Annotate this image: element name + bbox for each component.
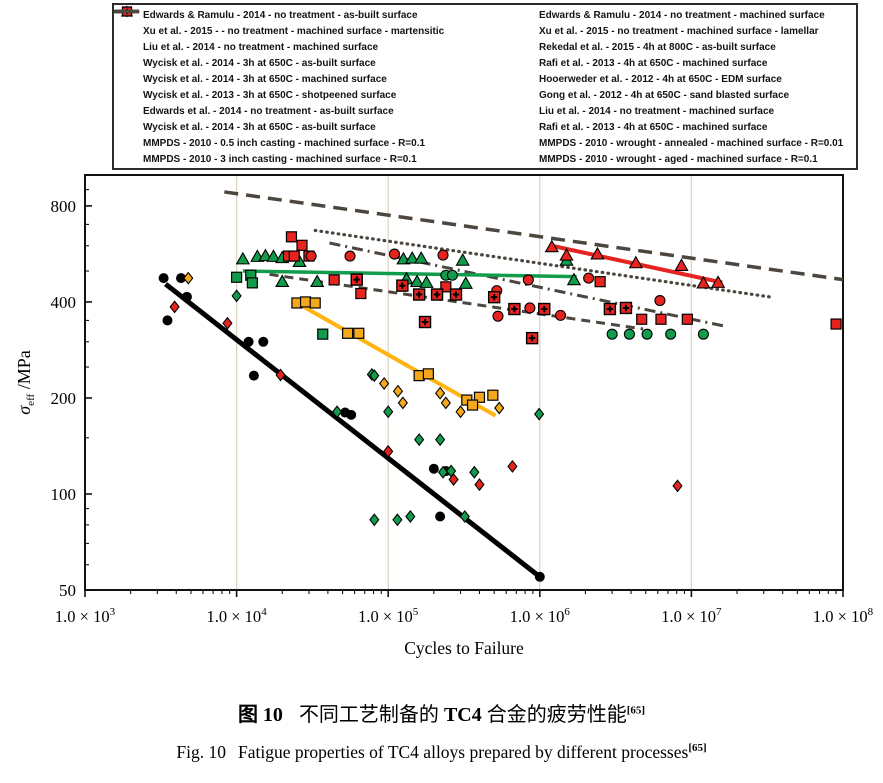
- caption-zh-text: 不同工艺制备的: [298, 704, 444, 726]
- legend-item: Liu et al. - 2014 - no treatment - machi…: [116, 5, 512, 55]
- caption-en-text: Fatigue properties of TC4 alloys prepare…: [237, 742, 689, 762]
- x-axis: 1.0 × 103 1.0 × 104 1.0 × 105 1.0 × 106 1.0 …: [55, 590, 874, 626]
- legend-item: Xu et al. - 2015 - no treatment - machin…: [122, 6, 856, 39]
- y-axis-title: σeff /MPa: [14, 350, 37, 414]
- legend-item-label: Hooerweder et al. - 2012 - 4h at 650C - …: [539, 73, 782, 85]
- legend-item-label: MMPDS - 2010 - wrought - annealed - mach…: [539, 138, 844, 150]
- legend-item-label: Wycisk et al. - 2014 - 3h at 650C - as-b…: [143, 57, 376, 69]
- svg-text:1.0 × 106: 1.0 × 106: [510, 606, 571, 626]
- caption-en: Fig. 10 Fatigue properties of TC4 alloys …: [0, 742, 883, 763]
- legend-item-label: Edwards & Ramulu - 2014 - no treatment -…: [143, 9, 418, 21]
- legend-item: Wycisk et al. - 2013 - 3h at 650C - shot…: [116, 6, 512, 103]
- series-diamond: [231, 289, 545, 527]
- x-axis-title: Cycles to Failure: [404, 638, 524, 658]
- legend-item: Edwards & Ramulu - 2014 - no treatment -…: [122, 5, 856, 23]
- svg-text:400: 400: [51, 293, 77, 312]
- trend-line: [242, 269, 577, 279]
- legend-item: Liu et al. - 2014 - no treatment - machi…: [115, 9, 856, 120]
- legend-item-label: Rafi et al. - 2013 - 4h at 650C - machin…: [539, 122, 768, 134]
- legend-item: Wycisk et al. - 2014 - 3h at 650C - as-b…: [116, 6, 512, 71]
- legend-item-label: Liu et al. - 2014 - no treatment - machi…: [143, 41, 379, 53]
- legend-item: Rekedal et al. - 2015 - 4h at 800C - as-…: [122, 5, 856, 55]
- legend-item: MMPDS - 2010 - wrought - aged - machined…: [115, 9, 856, 168]
- plot-frame: [84, 174, 844, 591]
- legend-item: MMPDS - 2010 - 3 inch casting - machined…: [115, 9, 512, 168]
- legend-item-label: Xu et al. - 2015 - no treatment - machin…: [539, 25, 819, 37]
- legend-item-label: Wycisk et al. - 2013 - 3h at 650C - shot…: [143, 90, 397, 102]
- legend-item-label: Wycisk et al. - 2014 - 3h at 650C - as-b…: [143, 122, 376, 134]
- svg-text:1.0 × 108: 1.0 × 108: [813, 606, 874, 626]
- legend-item: Rafi et al. - 2013 - 4h at 650C - machin…: [115, 9, 856, 136]
- legend-item-label: Edwards & Ramulu - 2014 - no treatment -…: [539, 9, 825, 21]
- series-square: [282, 231, 842, 330]
- svg-text:1.0 × 107: 1.0 × 107: [661, 606, 722, 626]
- axis-titles: Cycles to Failure σeff /MPa: [14, 350, 524, 658]
- trend-line: [224, 190, 844, 282]
- chart-legend: Edwards & Ramulu - 2014 - no treatment -…: [112, 3, 858, 170]
- svg-text:800: 800: [51, 197, 77, 216]
- series-square: [291, 296, 499, 411]
- legend-item-label: Xu et al. - 2015 - - no treatment - mach…: [143, 25, 445, 37]
- svg-text:200: 200: [51, 389, 77, 408]
- figure-number-en: Fig. 10: [176, 742, 226, 762]
- legend-item-label: Liu et al. - 2014 - no treatment - machi…: [539, 106, 775, 118]
- series-diamond: [183, 271, 505, 419]
- legend-item-label: Wycisk et al. - 2014 - 3h at 650C - mach…: [143, 73, 387, 85]
- legend-item-label: MMPDS - 2010 - 3 inch casting - machined…: [143, 154, 417, 166]
- legend-item: Edwards et al. - 2014 - no treatment - a…: [115, 9, 512, 120]
- legend-item-label: Edwards et al. - 2014 - no treatment - a…: [143, 106, 394, 118]
- legend-item-label: Gong et al. - 2012 - 4h at 650C - sand b…: [539, 90, 790, 102]
- legend-item-label: MMPDS - 2010 - wrought - aged - machined…: [539, 154, 818, 166]
- legend-item-label: MMPDS - 2010 - 0.5 inch casting - machin…: [143, 138, 426, 150]
- legend-column-right: Edwards & Ramulu - 2014 - no treatment -…: [114, 5, 856, 168]
- svg-text:1.0 × 104: 1.0 × 104: [207, 606, 268, 626]
- series-circle: [440, 269, 709, 340]
- legend-item: Wycisk et al. - 2014 - 3h at 650C - as-b…: [115, 9, 512, 136]
- figure-number-zh: 图 10: [237, 704, 283, 726]
- legend-item: Xu et al. - 2015 - - no treatment - mach…: [116, 6, 512, 39]
- svg-text:50: 50: [59, 581, 76, 600]
- legend-item-label: Rafi et al. - 2013 - 4h at 650C - machin…: [539, 57, 768, 69]
- legend-column-left: Edwards & Ramulu - 2014 - no treatment -…: [114, 5, 512, 168]
- svg-text:100: 100: [51, 485, 77, 504]
- legend-item: MMPDS - 2010 - 0.5 inch casting - machin…: [115, 9, 512, 152]
- trend-lines: [164, 190, 844, 579]
- series-triangle: [544, 239, 726, 289]
- series-square: [231, 269, 329, 340]
- gridlines: [235, 175, 693, 590]
- legend-item-label: Rekedal et al. - 2015 - 4h at 800C - as-…: [539, 41, 776, 53]
- series-diamond: [169, 300, 683, 493]
- legend-item: Hooerweder et al. - 2012 - 4h at 650C - …: [122, 5, 856, 87]
- series-circle: [305, 248, 666, 322]
- caption-zh-alloy: TC4: [443, 704, 482, 726]
- caption-zh-ref: [65]: [626, 704, 646, 717]
- legend-item: Gong et al. - 2012 - 4h at 650C - sand b…: [121, 6, 856, 103]
- caption-en-ref: [65]: [688, 742, 707, 755]
- caption-zh: 图 10 不同工艺制备的 TC4 合金的疲劳性能[65]: [0, 698, 883, 727]
- trend-line: [164, 282, 542, 579]
- svg-text:1.0 × 103: 1.0 × 103: [55, 606, 116, 626]
- y-axis: 800 400 200 100 50: [51, 189, 92, 600]
- svg-text:1.0 × 105: 1.0 × 105: [358, 606, 419, 626]
- legend-item: Edwards & Ramulu - 2014 - no treatment -…: [116, 7, 512, 23]
- trend-line: [313, 228, 776, 300]
- caption-zh-text2: 合金的疲劳性能: [481, 704, 627, 726]
- legend-item: MMPDS - 2010 - wrought - annealed - mach…: [114, 9, 856, 152]
- series-square-cross: [350, 273, 633, 345]
- series-circle: [158, 273, 545, 582]
- legend-item: Rafi et al. - 2013 - 4h at 650C - machin…: [120, 5, 856, 71]
- legend-item: Wycisk et al. - 2014 - 3h at 650C - mach…: [116, 6, 512, 87]
